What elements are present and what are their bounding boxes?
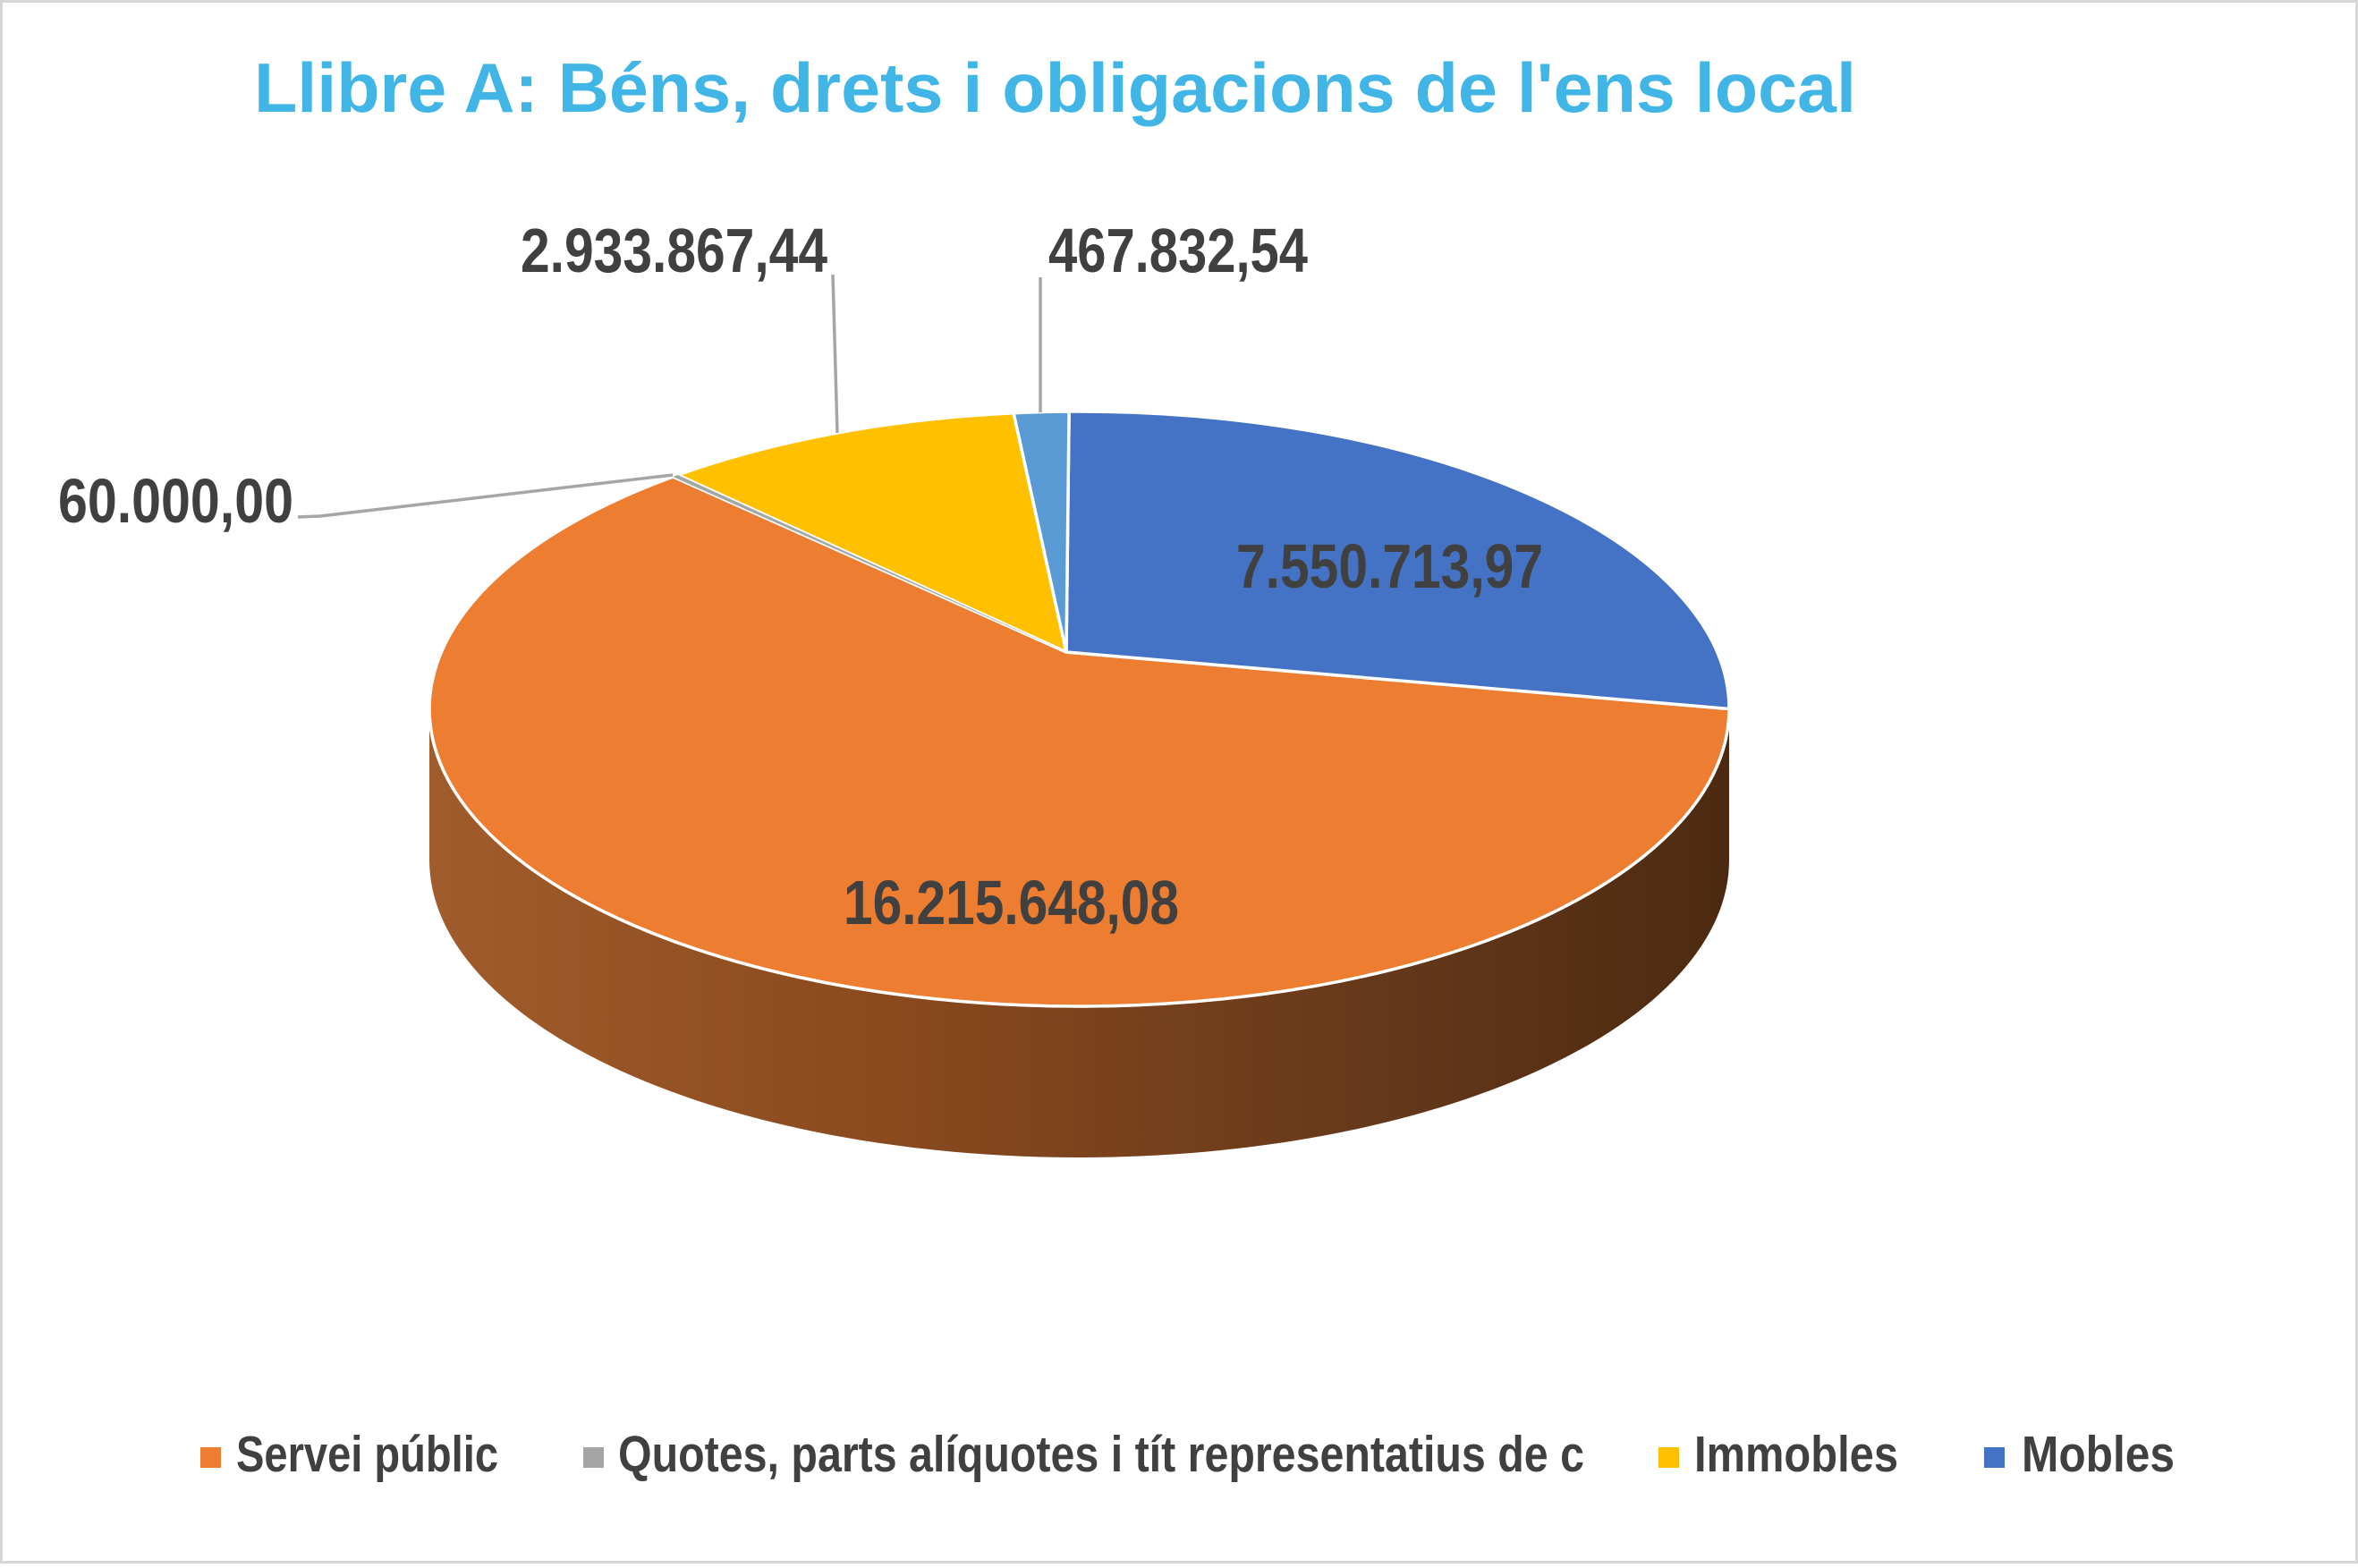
svg-text:467.832,54: 467.832,54 xyxy=(1048,216,1308,285)
svg-text:2.933.867,44: 2.933.867,44 xyxy=(521,216,827,285)
svg-text:Quotes, parts alíquotes i tít: Quotes, parts alíquotes i tít representa… xyxy=(618,1426,1584,1483)
svg-text:16.215.648,08: 16.215.648,08 xyxy=(844,868,1179,937)
svg-text:60.000,00: 60.000,00 xyxy=(58,466,293,536)
svg-text:Llibre A: Béns, drets i obliga: Llibre A: Béns, drets i obligacions de l… xyxy=(254,48,1856,127)
svg-text:Servei públic: Servei públic xyxy=(236,1426,498,1483)
svg-text:7.550.713,97: 7.550.713,97 xyxy=(1236,531,1543,601)
svg-text:Mobles: Mobles xyxy=(2022,1426,2175,1483)
svg-text:Immobles: Immobles xyxy=(1694,1426,1898,1483)
